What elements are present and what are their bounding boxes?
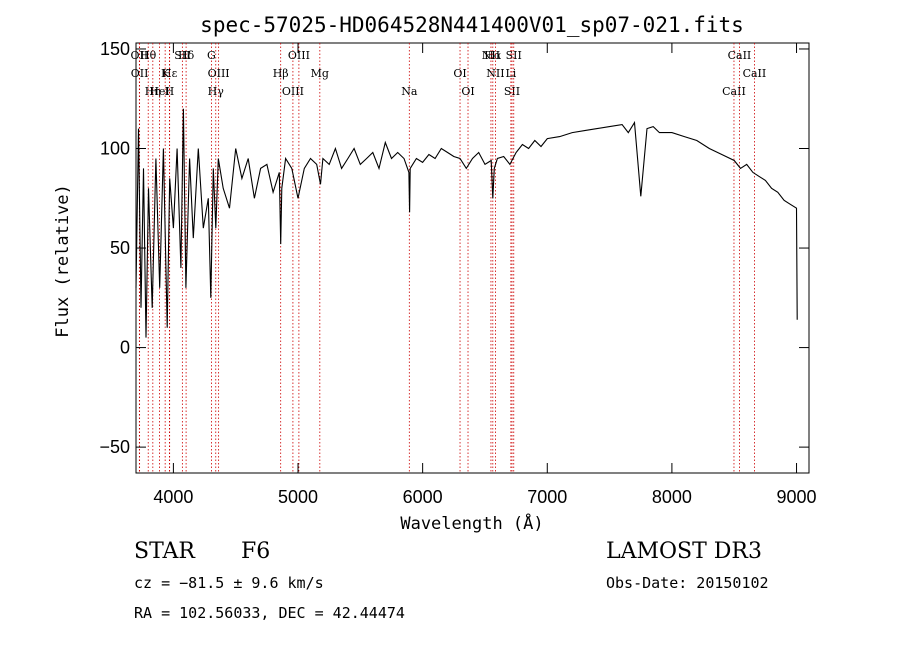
line-marker-label: CaII — [743, 67, 767, 80]
line-marker-label: Mg — [311, 67, 329, 80]
plot-frame — [135, 42, 810, 474]
line-marker-label: Hθ — [140, 49, 157, 62]
line-marker-label: G — [207, 49, 216, 62]
line-marker-label: CaII — [722, 85, 746, 98]
line-marker-label: OII — [131, 67, 149, 80]
line-marker-label: OII — [131, 49, 149, 62]
line-marker-label: OIII — [288, 49, 310, 62]
y-tick-label: 100 — [100, 139, 130, 159]
axis-ticks: 4000 5000 6000 7000 8000 9000 −50 0 50 100 150 — [99, 39, 816, 507]
line-marker-label: Na — [401, 85, 418, 98]
x-tick-label: 7000 — [527, 487, 567, 507]
line-marker-label: HeI — [149, 85, 169, 98]
spectral-line-markers: HαHβHγHδHεHηHθKHGMgNaOIIOIIHeISIIOIIIOII… — [131, 43, 767, 473]
line-marker-label: OIII — [208, 67, 230, 80]
redshift-cz: cz = −81.5 ± 9.6 km/s — [134, 574, 324, 592]
x-tick-label: 5000 — [278, 487, 318, 507]
line-marker-label: H — [165, 85, 175, 98]
x-axis-label: Wavelength (Å) — [400, 512, 543, 534]
object-type: STAR — [134, 539, 195, 564]
line-marker-label: Hδ — [178, 49, 195, 62]
observation-date: Obs-Date: 20150102 — [606, 574, 769, 592]
line-marker-label: Hη — [145, 85, 161, 98]
x-tick-label: 9000 — [777, 487, 817, 507]
line-marker-label: Hβ — [273, 67, 289, 80]
line-marker-label: Hα — [484, 49, 502, 62]
line-marker-label: NII — [482, 49, 500, 62]
line-marker-label: SII — [174, 49, 190, 62]
x-tick-label: 6000 — [403, 487, 443, 507]
coordinates: RA = 102.56033, DEC = 42.44474 — [134, 604, 405, 622]
y-axis-label: Flux (relative) — [53, 184, 73, 338]
y-tick-label: 150 — [100, 39, 130, 59]
line-marker-label: Hε — [162, 67, 178, 80]
line-marker-label: Hγ — [208, 85, 225, 98]
line-marker-label: OIII — [282, 85, 304, 98]
line-marker-label: OI — [461, 85, 474, 98]
spectral-subclass: F6 — [241, 539, 271, 564]
y-tick-label: 50 — [110, 238, 130, 258]
line-marker-label: SII — [504, 85, 520, 98]
y-tick-label: −50 — [99, 437, 130, 457]
x-tick-label: 4000 — [153, 487, 193, 507]
line-marker-label: NII — [486, 67, 504, 80]
line-marker-label: CaII — [728, 49, 752, 62]
line-marker-label: OI — [453, 67, 466, 80]
survey-name: LAMOST DR3 — [606, 539, 762, 564]
x-tick-label: 8000 — [652, 487, 692, 507]
line-marker-label: SII — [506, 49, 522, 62]
spectrum-line — [135, 108, 798, 338]
y-tick-label: 0 — [120, 338, 130, 358]
line-marker-label: Li — [505, 67, 516, 80]
line-marker-label: K — [161, 67, 170, 80]
chart-title: spec-57025-HD064528N441400V01_sp07-021.f… — [200, 13, 744, 37]
